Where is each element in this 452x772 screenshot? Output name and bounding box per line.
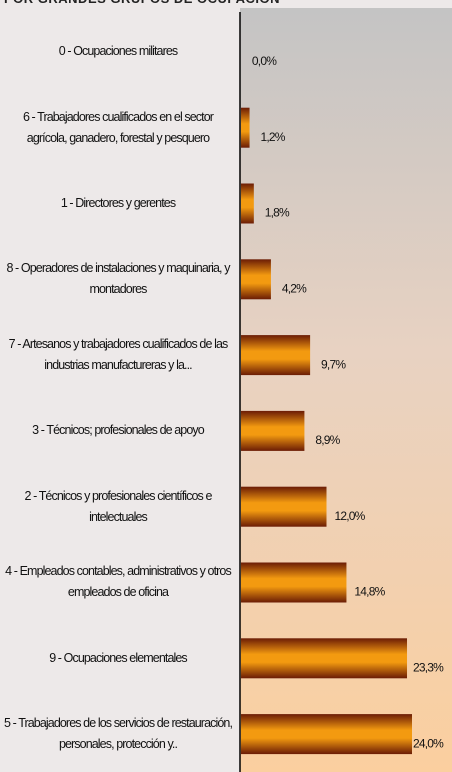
- bar: [241, 335, 311, 376]
- category-label: 7 - Artesanos y trabajadores cualificado…: [8, 337, 229, 373]
- value-label: 1,8%: [265, 206, 290, 220]
- value-label: 24,0%: [413, 736, 444, 750]
- category-label: 8 - Operadores de instalaciones y maquin…: [6, 261, 230, 297]
- category-label: 2 - Técnicos y profesionales científicos…: [24, 488, 212, 524]
- value-label: 8,9%: [315, 433, 340, 447]
- category-label: 0 - Ocupaciones militares: [58, 44, 178, 59]
- value-label: 9,7%: [321, 357, 346, 371]
- category-label: 6 - Trabajadores cualificados en el sect…: [22, 109, 214, 145]
- bar: [241, 562, 347, 603]
- bar: [241, 259, 271, 300]
- bar: [241, 107, 250, 148]
- chart-title: POR GRANDES GRUPOS DE OCUPACIÓN: [0, 0, 452, 9]
- bar: [241, 714, 412, 755]
- value-label: 23,3%: [413, 660, 444, 674]
- category-label: 1 - Directores y gerentes: [60, 195, 176, 210]
- category-label: 4 - Empleados contables, administrativos…: [5, 564, 232, 600]
- value-label: 14,8%: [354, 585, 385, 599]
- value-label: 4,2%: [282, 281, 307, 295]
- category-label: 5 - Trabajadores de los servicios de res…: [3, 716, 233, 752]
- bar: [241, 638, 408, 679]
- bar: [241, 183, 254, 224]
- value-label: 0,0%: [252, 54, 277, 68]
- bar: [241, 486, 327, 527]
- value-label: 1,2%: [260, 130, 285, 144]
- value-label: 12,0%: [334, 509, 365, 523]
- category-label: 9 - Ocupaciones elementales: [49, 650, 188, 665]
- bar: [241, 410, 305, 451]
- category-label: 3 - Técnicos; profesionales de apoyo: [32, 423, 205, 438]
